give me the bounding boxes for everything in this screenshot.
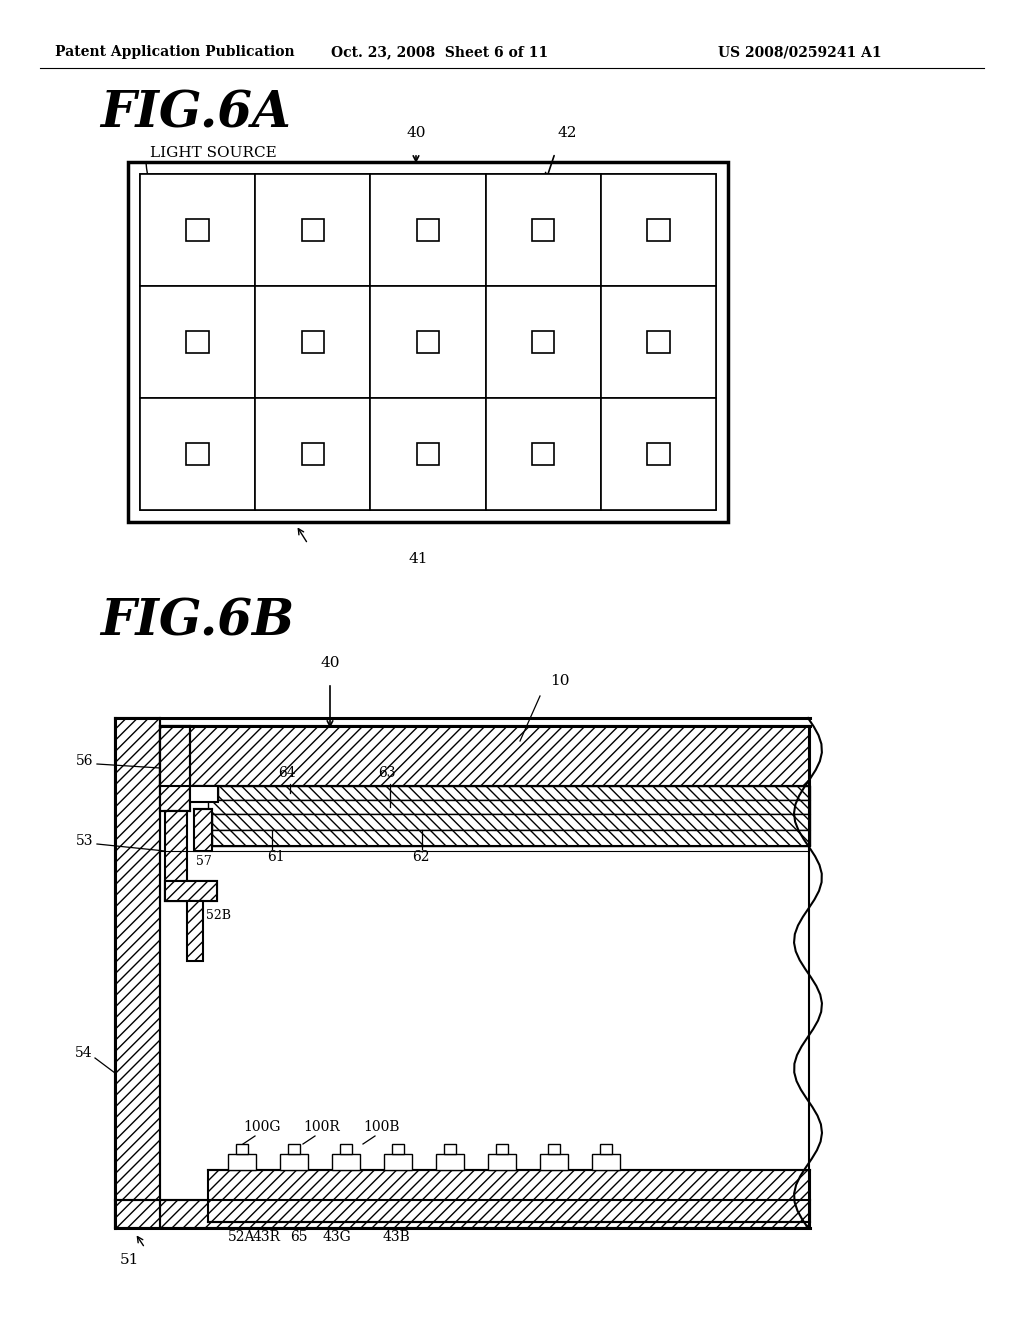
Bar [302,442,324,465]
Text: 42: 42 [557,125,577,140]
Text: 52A: 52A [228,1230,256,1243]
Text: 62: 62 [412,850,429,865]
Bar [218,785,810,800]
Text: US 2008/0259241 A1: US 2008/0259241 A1 [718,45,882,59]
Bar [288,1144,300,1154]
Bar [601,399,716,510]
Bar [115,1200,810,1228]
Bar [592,1154,620,1170]
Bar [647,219,670,242]
Bar [548,1144,560,1154]
Text: FIG.6A: FIG.6A [100,90,291,139]
Bar [392,1144,404,1154]
Bar [496,1144,508,1154]
Bar [128,162,728,521]
Bar [160,726,810,785]
Bar [647,331,670,354]
Bar [436,1154,464,1170]
Text: 100B: 100B [362,1119,399,1134]
Text: 57: 57 [196,855,212,869]
Bar [540,1154,568,1170]
Bar [208,800,810,814]
Bar [140,286,255,399]
Bar [212,814,810,830]
Bar [532,219,554,242]
Bar [255,286,371,399]
Bar [115,718,160,1228]
Bar [302,219,324,242]
Text: 55A: 55A [222,788,247,801]
Bar [332,1154,360,1170]
Text: 63: 63 [378,766,395,780]
Bar [208,1170,810,1222]
Text: 55B: 55B [158,787,183,800]
Text: FIG.6B: FIG.6B [100,598,294,647]
Text: 43B: 43B [383,1230,411,1243]
Bar [371,399,485,510]
Text: 51: 51 [120,1253,139,1267]
Text: 100R: 100R [303,1119,340,1134]
Text: 54: 54 [76,1045,93,1060]
Bar [236,1144,248,1154]
Bar [280,1154,308,1170]
Text: 43G: 43G [323,1230,352,1243]
Text: 41: 41 [409,552,428,566]
Text: 65: 65 [290,1230,307,1243]
Bar [417,219,439,242]
Bar [194,809,212,851]
Bar [228,1154,256,1170]
Bar [532,442,554,465]
Text: 55C: 55C [158,801,183,814]
Bar [371,286,485,399]
Bar [165,810,187,902]
Text: 52B: 52B [206,909,231,921]
Bar [186,219,209,242]
Text: 43R: 43R [253,1230,281,1243]
Text: 40: 40 [321,656,340,671]
Text: 10: 10 [550,675,569,688]
Bar [255,174,371,286]
Bar [255,399,371,510]
Bar [600,1144,612,1154]
Bar [140,174,716,510]
Text: 40: 40 [407,125,426,140]
Bar [488,1154,516,1170]
Bar [340,1144,352,1154]
Text: Patent Application Publication: Patent Application Publication [55,45,295,59]
Bar [140,399,255,510]
Bar [212,830,810,846]
Bar [140,174,255,286]
Text: 100G: 100G [243,1119,281,1134]
Bar [160,726,190,810]
Text: 64: 64 [278,766,296,780]
Text: Oct. 23, 2008  Sheet 6 of 11: Oct. 23, 2008 Sheet 6 of 11 [332,45,549,59]
Text: LIGHT SOURCE: LIGHT SOURCE [150,147,276,160]
Bar [186,331,209,354]
Bar [417,442,439,465]
Bar [371,174,485,286]
Bar [444,1144,456,1154]
Bar [186,442,209,465]
Text: 61: 61 [267,850,285,865]
Bar [485,399,601,510]
Bar [601,174,716,286]
Bar [485,286,601,399]
Bar [302,331,324,354]
Bar [384,1154,412,1170]
Bar [532,331,554,354]
Bar [190,785,218,803]
Bar [647,442,670,465]
Text: 53: 53 [76,834,93,847]
Bar [417,331,439,354]
Bar [485,174,601,286]
Bar [165,880,217,902]
Text: 56: 56 [76,754,93,768]
Bar [187,902,203,961]
Bar [165,880,217,902]
Bar [601,286,716,399]
